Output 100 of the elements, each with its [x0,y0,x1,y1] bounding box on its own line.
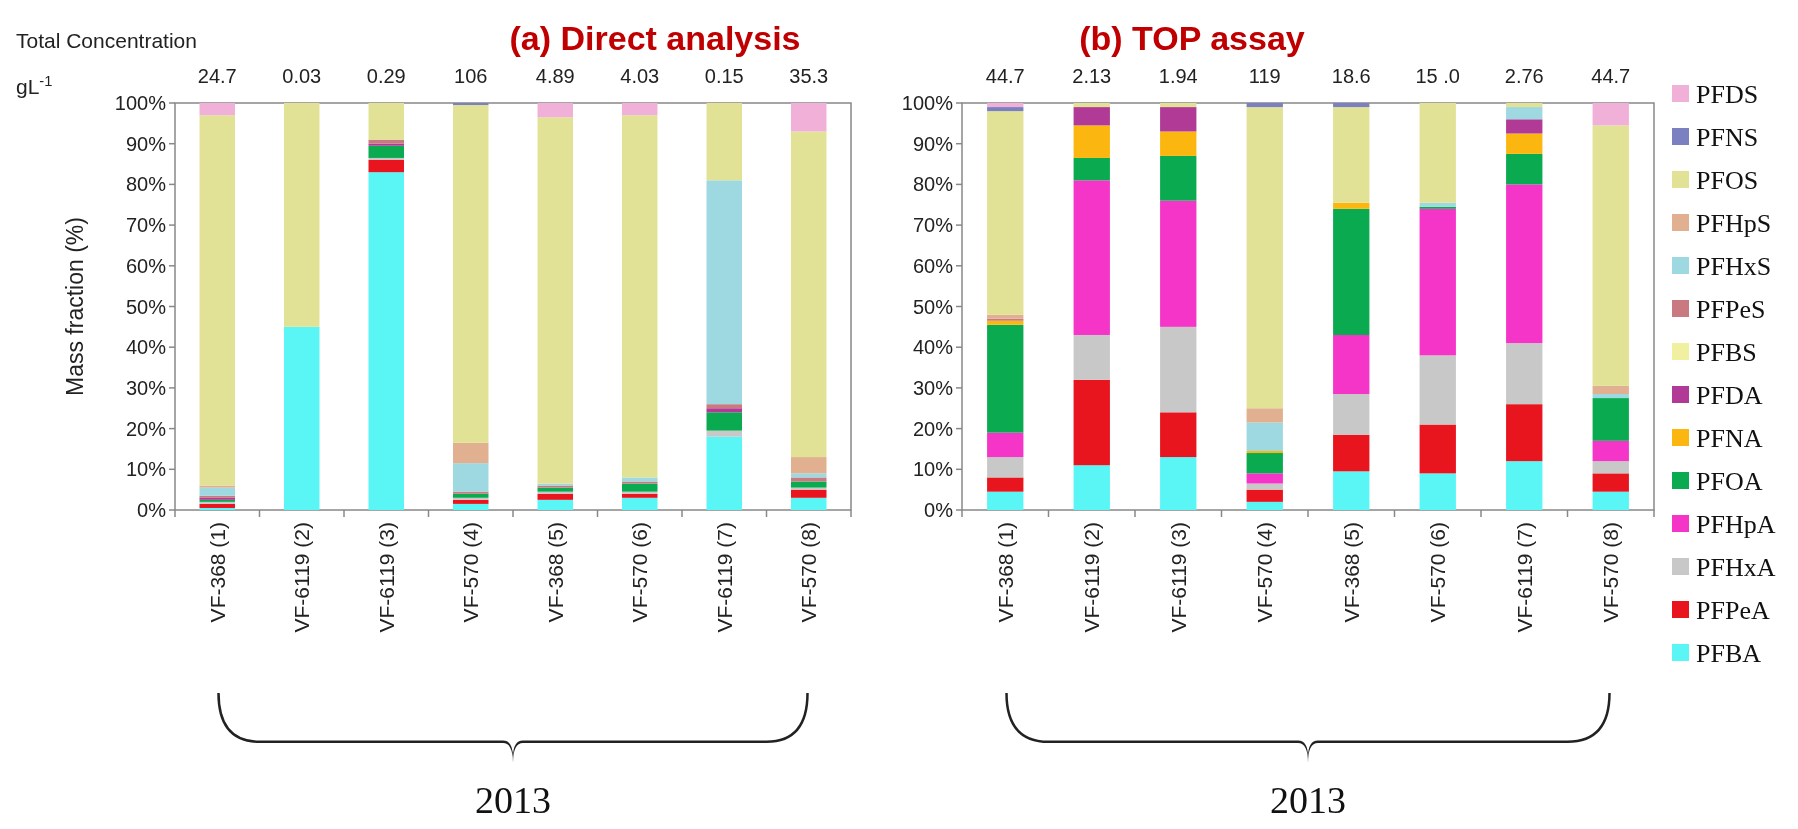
bar [1419,355,1456,425]
bar [987,320,1024,325]
x-tick-label: VF-570 (4) [459,522,483,623]
bar [537,491,573,494]
bar [1073,157,1110,181]
bar [1333,107,1370,203]
text: 4.03 [620,65,660,87]
bar [987,103,1024,108]
bar [622,115,658,478]
legend-label: PFBA [1696,639,1762,669]
bar [453,442,489,464]
x-tick-label: VF-6119 (3) [374,522,398,633]
bar [368,145,404,158]
bar [1073,180,1110,335]
bar [1246,501,1283,510]
x-tick-label: VF-570 (4) [1253,522,1277,623]
bar [453,493,489,498]
bar [199,485,235,488]
x-tick-label: VF-570 (6) [1426,522,1450,623]
bar [284,103,320,327]
bar [199,115,235,486]
bar [368,157,404,160]
bar [1073,103,1110,108]
y-tick-label: 90% [912,132,954,155]
text: 0.03 [282,65,322,87]
bar [368,139,404,144]
y-tick-label: 0% [924,499,954,521]
bar [791,497,827,510]
bar [622,483,658,492]
bar [706,430,742,437]
bar [1073,107,1110,126]
bar [537,117,573,484]
bar [1160,412,1197,458]
bar [537,103,573,118]
legend-label: PFPeA [1696,596,1770,626]
x-tick-label: VF-368 (5) [543,522,567,623]
x-tick-label: VF-6119 (2) [1080,522,1104,633]
x-tick-label: VF-368 (1) [205,522,229,623]
bar [453,499,489,504]
y-tick-label: 50% [125,295,167,318]
bar [1160,200,1197,327]
bar [1073,465,1110,510]
y-tick-label: 100% [114,92,167,114]
bar [1592,491,1629,510]
bar [1160,131,1197,156]
bar [1592,103,1629,126]
bar [1333,394,1370,435]
bar [368,159,404,173]
y-tick-label: 50% [912,295,954,318]
text: 24.7 [197,65,237,87]
bar [1073,125,1110,158]
bar [1506,119,1543,134]
legend-label: PFBS [1696,338,1757,368]
legend-label: PFPeS [1696,295,1766,325]
bar [368,103,404,140]
text: 119 [1248,65,1281,87]
bar [1073,334,1110,380]
bar [453,463,489,492]
legend-label: PFOS [1696,166,1759,196]
text: 2013 [1270,779,1346,821]
bar [199,487,235,496]
legend-label: PFHpA [1696,510,1776,540]
bar [453,105,489,443]
legend-label: PFNS [1696,123,1759,153]
bar [706,436,742,510]
bar [1246,422,1283,451]
x-tick-label: VF-368 (5) [1339,522,1363,623]
bar [706,180,742,405]
bar [1506,153,1543,185]
bar [1246,453,1283,474]
legend-label: PFOA [1696,467,1763,497]
y-tick-label: 30% [125,376,167,399]
x-tick-label: VF-6119 (3) [1166,522,1190,633]
bar [1592,385,1629,395]
bar [1333,103,1370,108]
text: 44.7 [985,65,1025,87]
bar [791,103,827,132]
bar [199,507,235,510]
text: 106 [454,65,488,87]
x-tick-label: VF-368 (1) [993,522,1017,623]
bar [1506,133,1543,154]
bar [1246,489,1283,502]
bar [791,481,827,488]
bar [622,477,658,482]
bar [622,493,658,498]
bar [1333,334,1370,395]
bar [1246,473,1283,484]
legend-label: PFHxA [1696,553,1776,583]
x-tick-label: VF-6119 (2) [290,522,314,633]
bar [1246,107,1283,409]
bar [1419,424,1456,474]
text: 4.89 [535,65,575,87]
bar [1419,206,1456,209]
y-tick-label: 70% [125,214,167,237]
bar [537,493,573,500]
y-tick-label: 80% [125,173,167,196]
y-tick-label: 80% [912,173,954,196]
text: 0.15 [704,65,744,87]
chart-title: (a) Direct analysis [509,19,801,57]
legend-label: PFHxS [1696,252,1772,282]
